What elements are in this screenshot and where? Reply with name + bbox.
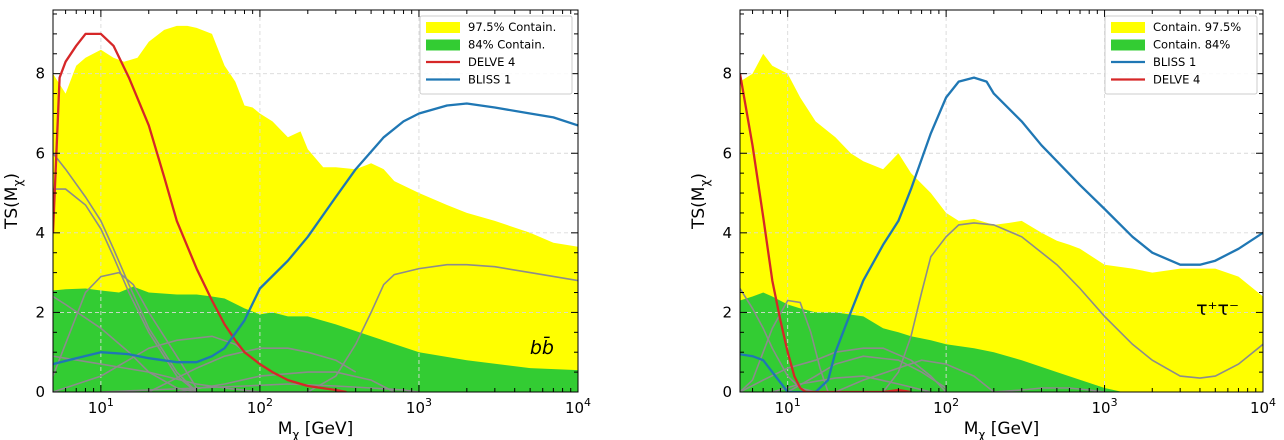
chart2-series-delve-4: [740, 73, 912, 392]
chart2-y-tick-label: 6: [722, 144, 732, 162]
chart1-x-tick-label-exp: 4: [584, 396, 591, 409]
chart1-x-tick-label-exp: 3: [425, 396, 432, 409]
chart1-y-axis-label: TS(Mχ): [2, 173, 25, 230]
chart2-x-axis-label: Mχ [GeV]: [964, 419, 1040, 440]
chart1-background-curve-9: [176, 371, 395, 392]
chart2-background-curve-8: [882, 222, 1263, 392]
chart2-y-axis-label: TS(Mχ): [689, 173, 712, 230]
chart2-x-axis-label-sub: χ: [978, 428, 985, 440]
chart1-legend-swatch: [426, 39, 460, 51]
chart2-x-tick-label-exp: 1: [794, 396, 801, 409]
chart1-y-axis-label-close: ): [2, 173, 22, 180]
chart2-legend-swatch: [1111, 39, 1145, 51]
chart2-x-tick-label: 102: [933, 396, 959, 417]
chart1-legend-label: BLISS 1: [468, 73, 511, 87]
chart1-background-curve-10: [287, 263, 578, 392]
chart2-legend-label: DELVE 4: [1153, 73, 1200, 87]
chart2-x-tick-label: 101: [775, 396, 801, 417]
chart2-legend-swatch: [1111, 22, 1145, 33]
chart1-plot-frame: [52, 9, 579, 393]
chart1-y-tick-label: 0: [35, 383, 45, 401]
chart2-legend-label: BLISS 1: [1153, 55, 1196, 69]
chart1-background-curve-8: [100, 383, 420, 392]
chart1-x-tick-label-exp: 1: [107, 396, 114, 409]
chart2-background-curve-5: [835, 359, 995, 392]
chart1-x-tick-label-base: 10: [247, 399, 266, 417]
chart1-x-axis-label: Mχ [GeV]: [278, 419, 354, 440]
chart2-y-tick-label: 2: [722, 303, 732, 321]
chart1-y-axis-label-base: TS(M: [2, 187, 22, 230]
chart2-x-tick-label-exp: 3: [1111, 396, 1118, 409]
chart2-y-tick-label: 8: [722, 65, 732, 83]
chart1-background-curve-1: [53, 152, 198, 392]
chart2-background-curve-4: [787, 355, 947, 392]
chart1-band-2: [53, 286, 578, 392]
chart1-y-tick-label: 8: [35, 65, 45, 83]
chart1-legend-swatch: [426, 22, 460, 33]
chart1-series-delve-4: [53, 32, 347, 392]
chart1-x-tick-label-base: 10: [406, 399, 425, 417]
chart1-legend: 97.5% Contain. 84% Contain. DELVE 4 BLISS 1: [419, 15, 573, 95]
chart2-x-tick-label-exp: 2: [952, 396, 959, 409]
chart2-background-curve-7: [993, 387, 1105, 392]
chart1-x-tick-label-exp: 2: [266, 396, 273, 409]
chart2-x-tick-label: 104: [1250, 396, 1276, 417]
chart2-background-curve-6: [772, 375, 931, 392]
chart2-background-curve-2: [740, 299, 829, 392]
chart1-x-axis-label-base: M: [278, 419, 293, 439]
chart2-x-tick-label-base: 10: [1250, 399, 1269, 417]
chart1-background-curve-6: [148, 347, 357, 392]
chart1-x-tick-label: 104: [565, 396, 591, 417]
chart2-legend-label: Contain. 97.5%: [1153, 20, 1241, 34]
chart2-legend-label: Contain. 84%: [1153, 38, 1230, 52]
chart1-y-tick-label: 6: [35, 144, 45, 162]
chart1-legend-box: [419, 15, 573, 95]
chart2-series-bliss-1: [740, 76, 1263, 392]
chart1-y-tick-label: 2: [35, 303, 45, 321]
chart2-legend: Contain. 97.5% Contain. 84% BLISS 1 DELVE 4: [1104, 15, 1258, 95]
chart2-background-curve-3: [740, 347, 947, 392]
chart1-x-tick-label: 101: [88, 396, 114, 417]
chart1-channel-annotation: bb̄: [530, 335, 554, 359]
chart1-background-curve-5: [53, 335, 261, 392]
chart2-x-tick-label: 103: [1092, 396, 1118, 417]
chart2-x-tick-label-base: 10: [1092, 399, 1111, 417]
chart1-legend-label: DELVE 4: [468, 55, 515, 69]
chart1-x-tick-label: 102: [247, 396, 273, 417]
chart2-legend-box: [1104, 15, 1258, 95]
chart2-channel-annotation: τ⁺τ⁻: [1196, 298, 1239, 320]
chart2-x-tick-label-base: 10: [933, 399, 952, 417]
chart2-x-tick-label-base: 10: [775, 399, 794, 417]
chart2-plot-frame: [739, 9, 1264, 393]
chart2-y-axis-label-sub: χ: [698, 180, 712, 187]
chart1-legend-label: 97.5% Contain.: [468, 20, 556, 34]
chart1-x-axis-label-unit: [GeV]: [299, 419, 353, 439]
chart1-background-curve-3: [53, 271, 198, 389]
chart1-series-bliss-1: [53, 102, 578, 366]
chart2-x-axis-label-unit: [GeV]: [985, 419, 1039, 439]
chart2-y-axis-label-close: ): [689, 173, 709, 180]
chart2-y-axis-label-base: TS(M: [689, 187, 709, 230]
chart1-background-curve-7: [53, 355, 288, 392]
chart1-y-tick-label: 4: [35, 224, 45, 242]
chart1-legend-label: 84% Contain.: [468, 38, 545, 52]
chart2-band-2: [740, 292, 1123, 392]
chart2-x-tick-label-exp: 4: [1269, 396, 1276, 409]
chart2-band-1: [740, 53, 1263, 392]
chart1-x-tick-label-base: 10: [88, 399, 107, 417]
chart2-x-axis-label-base: M: [964, 419, 979, 439]
chart2-y-tick-label: 0: [722, 383, 732, 401]
chart2-y-tick-label: 4: [722, 224, 732, 242]
chart1-x-tick-label-base: 10: [565, 399, 584, 417]
chart1-x-tick-label: 103: [406, 396, 432, 417]
chart1-x-axis-label-sub: χ: [292, 428, 299, 440]
chart1-y-axis-label-sub: χ: [11, 180, 25, 187]
